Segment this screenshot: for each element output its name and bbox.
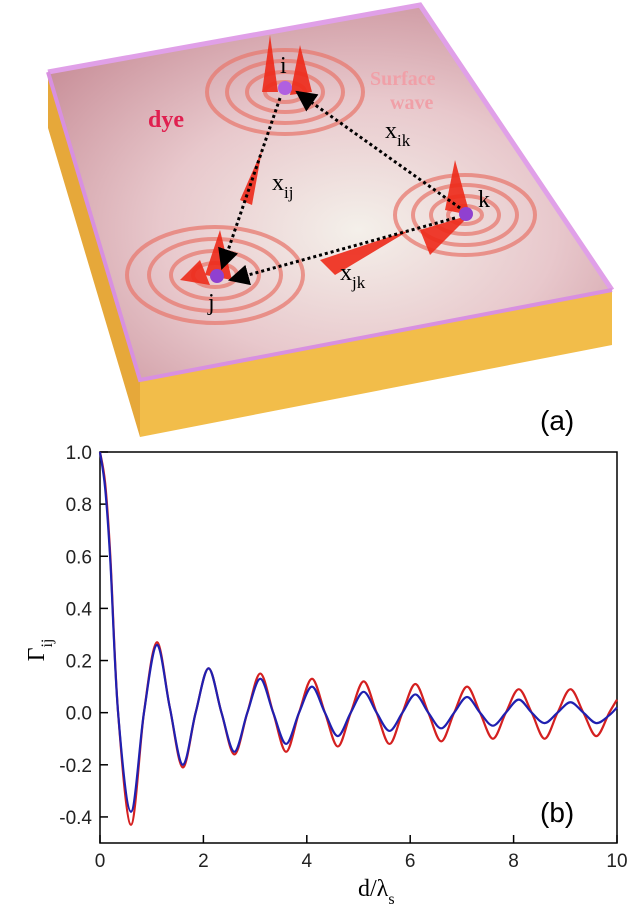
- dye-molecule: [278, 81, 292, 95]
- plot: (b) d/λs Γij -0.4 -0.2 0.0 0.2 0.4 0.6 0.8 1.0 0…: [24, 443, 628, 908]
- y-tick-label: 0.4: [66, 599, 93, 620]
- x-tick-label: 2: [198, 851, 209, 872]
- distance-label: xik: [385, 118, 411, 150]
- distance-label: xjk: [340, 260, 366, 292]
- slab-top: [48, 5, 612, 380]
- y-tick-label: 0.2: [66, 652, 92, 673]
- y-axis-label: Γij: [24, 639, 56, 662]
- surface-label: wave: [390, 92, 433, 114]
- x-tick-label: 6: [405, 851, 416, 872]
- slab-left: [48, 72, 140, 437]
- distance-arrows: [218, 90, 461, 286]
- node-label: k: [478, 187, 490, 213]
- x-axis-label: d/λs: [358, 876, 395, 908]
- slab-front: [140, 290, 612, 437]
- slab-edge: [46, 71, 613, 383]
- data-line: [98, 451, 618, 813]
- x-tick-label: 4: [302, 851, 313, 872]
- illustration: dye Surface wave i j k xij xik xjk (a): [46, 2, 615, 437]
- slab-edge: [47, 2, 615, 292]
- x-tick-label: 8: [508, 851, 519, 872]
- y-tick-label: -0.4: [59, 808, 92, 829]
- node-label: j: [207, 290, 215, 316]
- distance-label: xij: [272, 170, 293, 202]
- x-tick-label: 10: [606, 851, 627, 872]
- y-tick-label: 0.6: [66, 547, 92, 568]
- x-tick-label: 0: [95, 851, 106, 872]
- data-line: [98, 451, 618, 826]
- dye-molecule: [210, 269, 224, 283]
- y-tick-label: 1.0: [66, 443, 92, 464]
- surface-label: Surface: [370, 68, 436, 90]
- dye-molecule: [459, 207, 473, 221]
- dye-label: dye: [148, 107, 184, 133]
- node-label: i: [280, 53, 287, 79]
- y-tick-label: 0.8: [66, 495, 92, 516]
- panel-label: (b): [540, 797, 574, 828]
- panel-label: (a): [540, 405, 574, 436]
- plot-frame: [99, 451, 618, 844]
- y-tick-label: 0.0: [66, 704, 92, 725]
- y-tick-label: -0.2: [59, 756, 92, 777]
